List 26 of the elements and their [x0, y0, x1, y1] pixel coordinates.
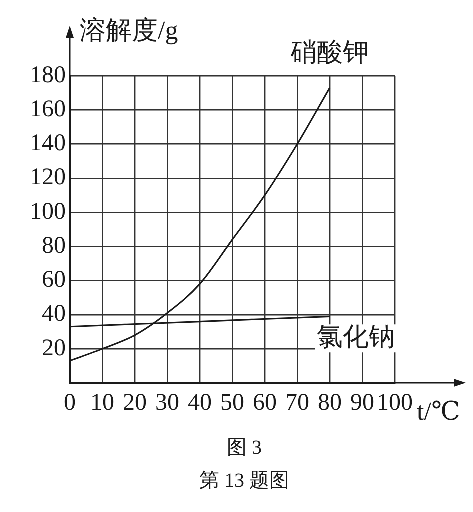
series-label: 硝酸钾: [290, 38, 369, 67]
y-tick-label: 80: [42, 232, 66, 259]
x-tick-label: 20: [123, 390, 147, 416]
x-tick-label: 50: [220, 390, 244, 416]
y-tick-label: 180: [30, 62, 66, 88]
y-tick-label: 140: [30, 130, 66, 157]
y-tick-label: 160: [30, 96, 66, 122]
x-tick-label: 90: [350, 390, 374, 416]
y-tick-label: 120: [30, 164, 66, 191]
y-tick-label: 60: [42, 267, 66, 294]
y-tick-label: 20: [42, 335, 66, 362]
x-tick-label: 80: [318, 390, 342, 416]
x-tick-label: 40: [188, 390, 212, 416]
y-tick-label: 100: [30, 198, 66, 225]
caption: 图 3: [226, 436, 263, 461]
x-tick-label: 100: [377, 390, 413, 416]
y-axis-title: 溶解度/g: [80, 16, 178, 45]
x-tick-label: 10: [90, 390, 114, 416]
x-tick-label: 30: [156, 390, 180, 416]
x-tick-label: 60: [253, 390, 277, 416]
series-label: 氯化钠: [317, 322, 395, 352]
x-tick-label: 0: [64, 390, 76, 416]
text: 第 13 题图: [198, 469, 290, 494]
x-axis-title: t/℃: [417, 397, 461, 426]
y-tick-label: 40: [42, 301, 66, 328]
x-tick-label: 70: [286, 390, 310, 416]
